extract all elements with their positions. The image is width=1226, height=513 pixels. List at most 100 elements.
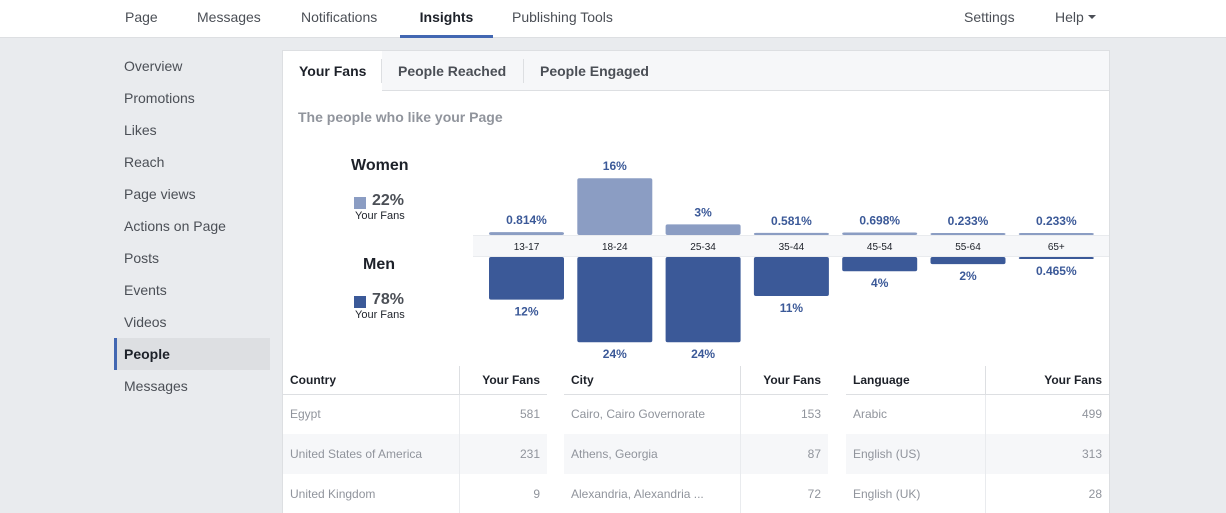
language-fans-value: 499 [1081,407,1102,422]
women-data-label: 0.581% [771,214,812,228]
men-data-label: 0.465% [1036,264,1077,278]
table-row: United Kingdom 9 [283,474,547,513]
help-label: Help [1055,9,1084,25]
men-bar [842,257,918,272]
sidebar-item-actions-on-page[interactable]: Actions on Page [124,218,226,234]
nav-messages[interactable]: Messages [197,9,261,25]
men-bar [753,257,829,297]
tab-people-engaged[interactable]: People Engaged [540,63,649,79]
table-row: Arabic 499 [846,394,1109,434]
men-percent: 78% [372,291,405,308]
men-bar [577,257,653,343]
age-gender-chart-svg: 0.814% 12% 13-17 16% 24% 18-24 3% 24% 25-34 0.581… [489,159,1094,361]
table-row: Egypt 581 [283,394,547,434]
city-name: Cairo, Cairo Governorate [564,394,741,434]
men-bar [930,257,1006,265]
sidebar-item-reach[interactable]: Reach [124,154,165,170]
language-name: Arabic [846,394,987,434]
sidebar-item-people[interactable]: People [114,338,270,370]
nav-settings[interactable]: Settings [964,9,1015,25]
country-fans-value: 231 [459,434,547,474]
tab-your-fans[interactable]: Your Fans [283,51,383,92]
table-row: Athens, Georgia 87 [564,434,828,474]
city-fans-header[interactable]: Your Fans [740,366,828,395]
women-bar [577,178,653,235]
age-tick-label: 25-34 [690,242,716,253]
country-name: United States of America [283,434,460,474]
men-legend-title: Men [363,256,395,273]
men-data-label: 24% [603,347,627,361]
men-bar [1018,257,1094,259]
language-fans-value: 313 [985,434,1109,474]
women-bar [489,232,564,235]
age-tick-label: 18-24 [602,242,628,253]
sidebar-item-events[interactable]: Events [124,282,167,298]
city-table: City Your Fans Cairo, Cairo Governorate … [564,366,828,513]
age-tick-label: 65+ [1048,242,1065,253]
country-header[interactable]: Country [283,366,460,395]
table-row: English (US) 313 [846,434,1109,474]
age-tick-label: 55-64 [955,242,981,253]
sidebar-item-videos[interactable]: Videos [124,314,167,330]
insights-sidebar: Overview Promotions Likes Reach Page vie… [114,50,270,402]
country-table: Country Your Fans Egypt 581 United State… [283,366,547,513]
women-data-label: 16% [603,159,627,173]
table-row: English (UK) 28 [846,474,1109,513]
age-gender-chart: 0.814% 12% 13-17 16% 24% 18-24 3% 24% 25-34 0.581… [473,146,1109,376]
women-legend-title: Women [351,157,409,174]
age-tick-label: 35-44 [779,242,805,253]
tab-divider [381,59,382,83]
nav-page[interactable]: Page [125,9,158,25]
age-tick-label: 13-17 [514,242,540,253]
city-header[interactable]: City [564,366,741,395]
nav-publishing-tools[interactable]: Publishing Tools [512,9,613,25]
country-name: United Kingdom [283,474,460,513]
sidebar-item-likes[interactable]: Likes [124,122,157,138]
chevron-down-icon [1087,15,1096,20]
sidebar-item-overview[interactable]: Overview [124,58,183,74]
city-name: Athens, Georgia [564,434,741,474]
men-data-label: 24% [691,347,715,361]
men-data-label: 2% [959,269,977,283]
sidebar-item-promotions[interactable]: Promotions [124,90,195,106]
sidebar-item-messages[interactable]: Messages [124,378,188,394]
women-data-label: 3% [694,205,712,219]
city-fans-value: 87 [740,434,828,474]
section-title: The people who like your Page [298,109,503,125]
sidebar-item-posts[interactable]: Posts [124,250,160,266]
country-fans-value: 9 [533,487,540,501]
city-name: Alexandria, Alexandria ... [564,474,741,513]
women-bar [930,233,1006,235]
top-navigation: Page Messages Notifications Insights Pub… [0,0,1226,38]
country-fans-header[interactable]: Your Fans [459,366,547,395]
country-name: Egypt [283,394,460,434]
audience-tabs: Your Fans People Reached People Engaged [283,51,1109,92]
sidebar-item-page-views[interactable]: Page views [124,186,196,202]
men-bar [489,257,564,300]
nav-help[interactable]: Help [1055,0,1096,38]
nav-notifications[interactable]: Notifications [301,9,378,25]
language-header[interactable]: Language [846,366,987,395]
city-fans-value: 153 [800,407,821,422]
table-row: Cairo, Cairo Governorate 153 [564,394,828,434]
men-data-label: 12% [514,305,538,319]
women-data-label: 0.233% [1036,214,1077,228]
women-data-label: 0.233% [948,214,989,228]
men-bar [665,257,741,343]
language-fans-value: 28 [1088,487,1102,501]
women-sub-label: Your Fans [355,210,405,222]
women-bar [665,224,741,235]
language-name: English (US) [846,434,987,474]
men-swatch [354,296,366,308]
nav-insights[interactable]: Insights [400,0,493,38]
age-tick-label: 45-54 [867,242,893,253]
women-swatch [354,197,366,209]
table-row: United States of America 231 [283,434,547,474]
language-fans-header[interactable]: Your Fans [985,366,1109,395]
tab-people-reached[interactable]: People Reached [398,63,507,79]
city-fans-value: 72 [807,487,821,501]
age-band [473,235,1109,257]
tab-divider [523,59,524,83]
women-data-label: 0.814% [506,213,547,227]
women-bar [753,232,829,235]
